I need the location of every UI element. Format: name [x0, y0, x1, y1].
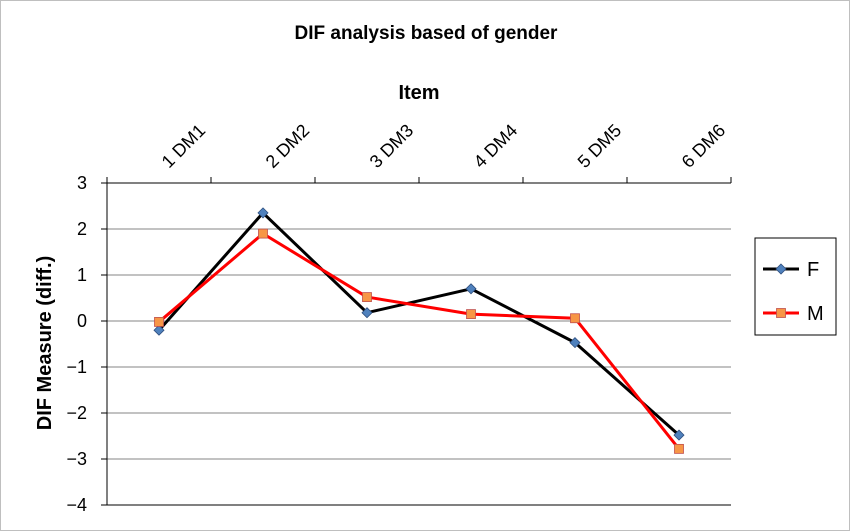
- x-tick-label: 3 DM3: [366, 120, 418, 172]
- chart-title: DIF analysis based of gender: [295, 23, 559, 44]
- legend-label: M: [807, 303, 824, 325]
- y-tick-label: −1: [66, 357, 87, 377]
- legend-marker: [775, 263, 787, 275]
- series-M: [154, 228, 684, 454]
- data-series: [153, 207, 685, 454]
- data-point: [673, 429, 685, 441]
- y-tick-label: −2: [66, 403, 87, 423]
- series-line-F: [157, 211, 680, 437]
- x-axis-title: Item: [398, 82, 439, 104]
- data-point: [674, 443, 684, 454]
- data-point: [570, 313, 580, 324]
- legend-box: [754, 237, 837, 336]
- y-tick-label: −4: [66, 495, 87, 515]
- data-point: [466, 309, 476, 320]
- x-tick-label: 6 DM6: [678, 120, 730, 172]
- y-tick-label: 1: [77, 265, 87, 285]
- x-tick-label: 5 DM5: [574, 120, 626, 172]
- legend-label: F: [807, 259, 819, 281]
- legend: FM: [754, 237, 837, 336]
- data-point: [154, 317, 164, 327]
- x-tick-labels: 1 DM1 2 DM2 3 DM3 4 DM4 5 DM5 6 DM6: [158, 120, 730, 172]
- x-tick-label: 2 DM2: [262, 120, 314, 172]
- gridlines: [107, 182, 731, 460]
- y-tick-label: 0: [77, 311, 87, 331]
- legend-entry-F: F: [763, 259, 819, 281]
- data-point: [257, 207, 269, 219]
- y-axis-title: DIF Measure (diff.): [34, 256, 56, 430]
- y-tick-label: 3: [77, 173, 87, 193]
- data-point: [153, 324, 165, 336]
- axes: [101, 177, 732, 506]
- data-point: [362, 292, 372, 302]
- data-point: [361, 307, 373, 319]
- x-tick-label: 4 DM4: [470, 120, 522, 172]
- y-tick-label: −3: [66, 449, 87, 469]
- series-line-M: [158, 232, 681, 450]
- legend-marker: [776, 308, 786, 318]
- data-point: [465, 283, 477, 295]
- x-tick-label: 1 DM1: [158, 120, 210, 172]
- series-F: [153, 207, 685, 441]
- y-tick-label: 2: [77, 219, 87, 239]
- y-tick-labels: 3 2 1 0 −1 −2 −3 −4: [66, 173, 87, 515]
- data-point: [569, 337, 581, 349]
- legend-entry-M: M: [763, 303, 824, 325]
- data-point: [258, 228, 268, 239]
